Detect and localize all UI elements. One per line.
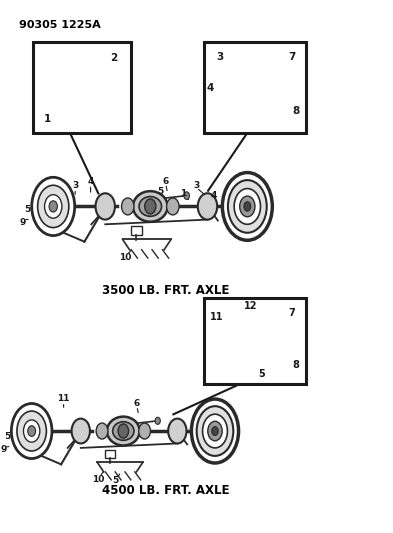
Circle shape (49, 201, 57, 212)
Circle shape (167, 198, 179, 215)
Text: 12: 12 (244, 302, 258, 311)
Circle shape (139, 423, 151, 439)
Circle shape (198, 193, 217, 220)
Bar (67, 86, 72, 96)
Ellipse shape (113, 422, 134, 440)
Text: 7: 7 (288, 309, 296, 318)
Bar (204, 42, 306, 133)
Text: 5: 5 (24, 205, 30, 214)
Circle shape (145, 199, 156, 214)
Text: 3: 3 (193, 181, 200, 190)
Text: 9: 9 (1, 445, 7, 454)
Text: 10: 10 (119, 253, 131, 262)
Circle shape (252, 80, 263, 95)
Circle shape (24, 420, 40, 442)
Circle shape (248, 75, 266, 100)
Text: 3: 3 (216, 52, 223, 61)
Circle shape (118, 424, 129, 438)
Circle shape (121, 198, 134, 215)
Text: 1: 1 (180, 189, 186, 198)
Text: 6: 6 (134, 399, 140, 408)
Circle shape (261, 343, 265, 348)
Ellipse shape (139, 197, 162, 216)
Text: 7: 7 (288, 52, 296, 61)
Text: 90305 1225A: 90305 1225A (19, 20, 101, 30)
Circle shape (234, 189, 261, 224)
Circle shape (184, 192, 189, 199)
Text: 5: 5 (157, 187, 163, 196)
Text: 3500 LB. FRT. AXLE: 3500 LB. FRT. AXLE (102, 284, 230, 296)
Circle shape (240, 196, 255, 217)
Text: 8: 8 (292, 107, 300, 116)
Circle shape (168, 418, 187, 443)
Circle shape (28, 426, 36, 437)
Text: 9: 9 (20, 217, 26, 227)
Bar (33, 42, 131, 133)
Bar (88, 86, 93, 96)
Circle shape (72, 418, 90, 443)
Circle shape (77, 70, 83, 79)
Text: 2: 2 (110, 53, 117, 63)
Bar (204, 298, 306, 384)
Bar (251, 324, 255, 327)
Circle shape (255, 84, 260, 91)
Circle shape (244, 201, 251, 211)
Circle shape (255, 334, 272, 356)
Circle shape (212, 426, 218, 435)
Circle shape (32, 177, 75, 236)
Text: 11: 11 (57, 394, 70, 403)
Text: 6: 6 (163, 177, 169, 186)
Text: 5: 5 (258, 369, 265, 378)
Circle shape (202, 414, 228, 448)
Circle shape (191, 399, 239, 463)
Circle shape (44, 195, 62, 218)
Text: 10: 10 (92, 474, 105, 483)
Text: 4: 4 (207, 83, 214, 93)
Circle shape (77, 87, 83, 95)
Circle shape (222, 173, 272, 240)
Text: 4: 4 (211, 191, 217, 200)
Text: 1: 1 (44, 114, 51, 124)
Ellipse shape (107, 417, 140, 446)
Text: 4500 LB. FRT. AXLE: 4500 LB. FRT. AXLE (102, 483, 230, 497)
Bar (71, 81, 89, 98)
Text: 3: 3 (72, 181, 78, 190)
Circle shape (96, 423, 108, 439)
Circle shape (95, 193, 115, 220)
Text: 5: 5 (5, 432, 11, 441)
Circle shape (155, 417, 160, 424)
Bar (105, 450, 115, 458)
Circle shape (228, 180, 267, 233)
Ellipse shape (133, 191, 168, 222)
Circle shape (196, 406, 233, 456)
Bar (78, 58, 82, 66)
Text: 5: 5 (112, 476, 119, 485)
Text: 4: 4 (87, 177, 94, 186)
Text: 11: 11 (210, 312, 223, 322)
Bar (248, 335, 259, 356)
Bar (131, 226, 141, 235)
Circle shape (17, 411, 46, 451)
Circle shape (208, 421, 222, 441)
Circle shape (38, 185, 69, 228)
Circle shape (11, 403, 52, 458)
Text: 8: 8 (293, 360, 299, 370)
Circle shape (259, 339, 268, 351)
